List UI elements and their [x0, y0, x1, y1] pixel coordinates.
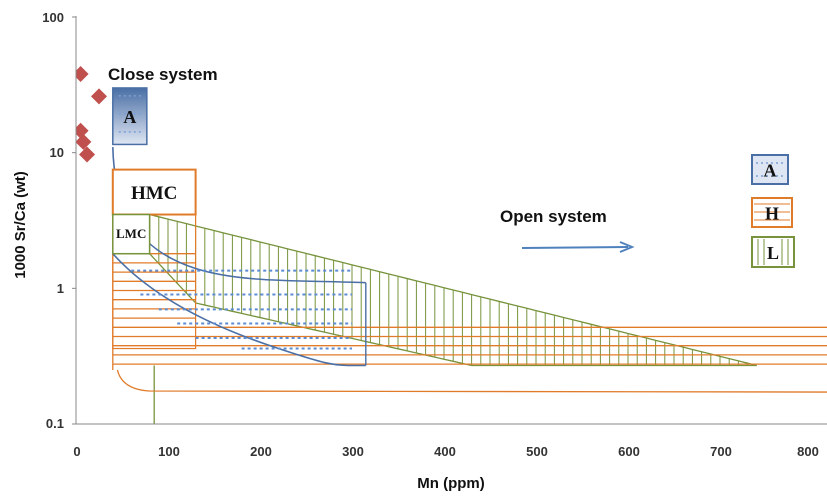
x-tick-100: 100 [158, 444, 180, 459]
x-tick-200: 200 [250, 444, 272, 459]
legend-label-l: L [767, 243, 779, 263]
data-point [76, 133, 92, 150]
data-point [79, 146, 96, 163]
legend-label-a: A [764, 161, 777, 181]
x-tick-labels: 0 100 200 300 400 500 600 700 800 [73, 444, 818, 459]
plot-area: A HMC LMC [76, 66, 827, 424]
y-tick-labels: 0.1 1 10 100 [42, 10, 64, 431]
mineral-boxes: A HMC LMC [111, 87, 197, 255]
x-tick-400: 400 [434, 444, 456, 459]
x-tick-800: 800 [797, 444, 819, 459]
aragonite-lower-curve [112, 253, 366, 367]
data-point [91, 88, 107, 105]
box-lmc [112, 213, 151, 255]
y-tick-0-1: 0.1 [46, 416, 64, 431]
open-system-label: Open system [500, 207, 607, 226]
x-axis-title: Mn (ppm) [417, 475, 484, 492]
y-tick-1: 1 [57, 281, 64, 296]
x-tick-700: 700 [710, 444, 732, 459]
y-tick-marks [72, 16, 76, 425]
low-mg-calcite-region [148, 213, 757, 424]
hmc-bottom-curve [116, 369, 827, 393]
lmc-outline [148, 213, 757, 367]
open-system-arrow-head [619, 241, 635, 253]
legend-label-h: H [765, 204, 779, 224]
box-a [112, 87, 148, 146]
box-label-lmc: LMC [116, 226, 146, 241]
y-tick-100: 100 [42, 10, 64, 25]
box-label-a: A [123, 107, 136, 127]
open-system-arrow [521, 241, 635, 253]
legend: A HL [751, 154, 795, 268]
legend-swatch-l [751, 236, 795, 268]
box-hmc [111, 168, 197, 216]
legend-swatch-a [751, 154, 789, 185]
x-tick-300: 300 [342, 444, 364, 459]
data-point [76, 122, 89, 139]
data-points [76, 66, 107, 163]
x-tick-500: 500 [526, 444, 548, 459]
open-system-arrow-shaft [521, 246, 629, 249]
y-tick-10: 10 [50, 145, 64, 160]
close-system-label: Close system [108, 65, 218, 84]
y-axis-title: 1000 Sr/Ca (wt) [12, 171, 29, 279]
x-tick-0: 0 [73, 444, 80, 459]
box-label-hmc: HMC [131, 183, 177, 204]
data-point [76, 66, 89, 83]
x-tick-600: 600 [618, 444, 640, 459]
